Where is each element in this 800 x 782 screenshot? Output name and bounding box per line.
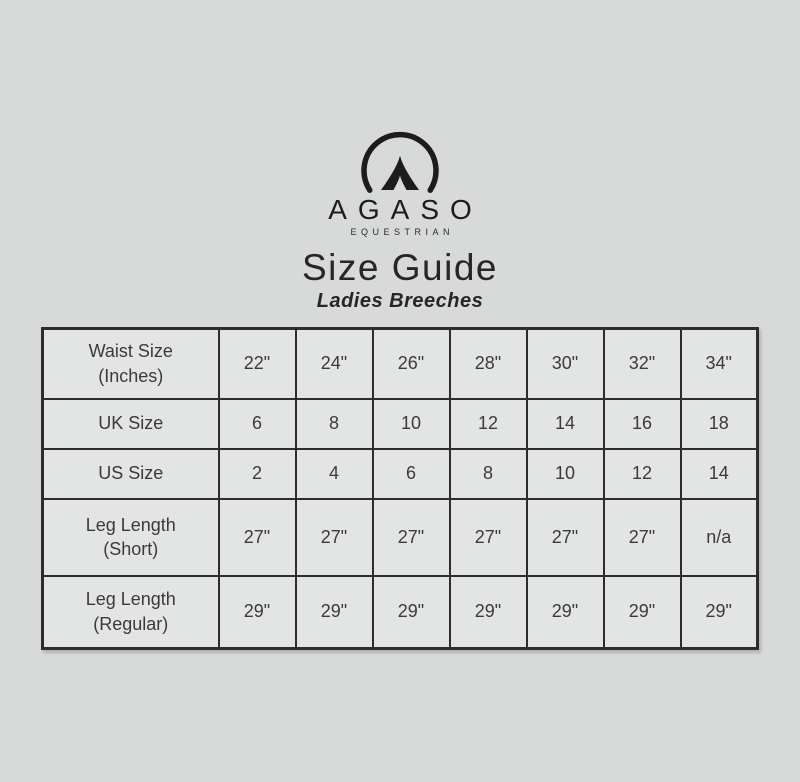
brand-name: AGASO — [328, 194, 483, 225]
cell-uk-4: 14 — [525, 397, 605, 450]
cell-uk-1: 8 — [294, 397, 374, 450]
cell-us-3: 8 — [448, 447, 528, 500]
cell-waist-6: 34" — [679, 327, 759, 400]
row-leg-length-short: Leg Length (Short) 27" 27" 27" 27" 27" 2… — [41, 497, 759, 577]
row-waist-size: Waist Size (Inches) 22" 24" 26" 28" 30" … — [41, 327, 759, 400]
cell-us-1: 4 — [294, 447, 374, 500]
cell-legshort-3: 27" — [448, 497, 528, 577]
cell-uk-0: 6 — [217, 397, 297, 450]
cell-uk-6: 18 — [679, 397, 759, 450]
cell-legreg-2: 29" — [371, 574, 451, 650]
cell-legshort-2: 27" — [371, 497, 451, 577]
brand-logo-icon — [361, 131, 439, 193]
cell-waist-0: 22" — [217, 327, 297, 400]
page-title: Size Guide — [302, 247, 498, 288]
row-header-uk-size: UK Size — [41, 397, 220, 450]
cell-legreg-1: 29" — [294, 574, 374, 650]
row-header-label: Leg Length (Short) — [85, 514, 176, 559]
row-header-label: US Size — [98, 463, 164, 484]
cell-us-4: 10 — [525, 447, 605, 500]
cell-uk-3: 12 — [448, 397, 528, 450]
cell-legshort-5: 27" — [602, 497, 682, 577]
cell-us-5: 12 — [602, 447, 682, 500]
cell-waist-5: 32" — [602, 327, 682, 400]
cell-legreg-4: 29" — [525, 574, 605, 650]
page-subtitle: Ladies Breeches — [316, 290, 484, 312]
cell-waist-1: 24" — [294, 327, 374, 400]
row-header-leg-length-short: Leg Length (Short) — [41, 497, 220, 577]
row-leg-length-regular: Leg Length (Regular) 29" 29" 29" 29" 29"… — [41, 574, 759, 650]
cell-uk-5: 16 — [602, 397, 682, 450]
brand-tagline: EQUESTRIAN — [350, 227, 454, 237]
cell-waist-3: 28" — [448, 327, 528, 400]
cell-legshort-4: 27" — [525, 497, 605, 577]
cell-uk-2: 10 — [371, 397, 451, 450]
cell-us-2: 6 — [371, 447, 451, 500]
row-header-us-size: US Size — [41, 447, 220, 500]
row-us-size: US Size 2 4 6 8 10 12 14 — [41, 447, 759, 500]
cell-waist-4: 30" — [525, 327, 605, 400]
cell-legreg-5: 29" — [602, 574, 682, 650]
cell-legreg-6: 29" — [679, 574, 759, 650]
cell-legshort-1: 27" — [294, 497, 374, 577]
cell-legshort-0: 27" — [217, 497, 297, 577]
row-uk-size: UK Size 6 8 10 12 14 16 18 — [41, 397, 759, 450]
row-header-label: UK Size — [98, 413, 164, 434]
row-header-label: Waist Size (Inches) — [88, 341, 173, 386]
cell-legreg-0: 29" — [217, 574, 297, 650]
row-header-label: Leg Length (Regular) — [85, 589, 176, 634]
size-table: Waist Size (Inches) 22" 24" 26" 28" 30" … — [41, 327, 759, 650]
row-header-waist-size: Waist Size (Inches) — [41, 327, 220, 400]
cell-legshort-6: n/a — [679, 497, 759, 577]
cell-us-0: 2 — [217, 447, 297, 500]
cell-waist-2: 26" — [371, 327, 451, 400]
cell-us-6: 14 — [679, 447, 759, 500]
row-header-leg-length-regular: Leg Length (Regular) — [41, 574, 220, 650]
cell-legreg-3: 29" — [448, 574, 528, 650]
